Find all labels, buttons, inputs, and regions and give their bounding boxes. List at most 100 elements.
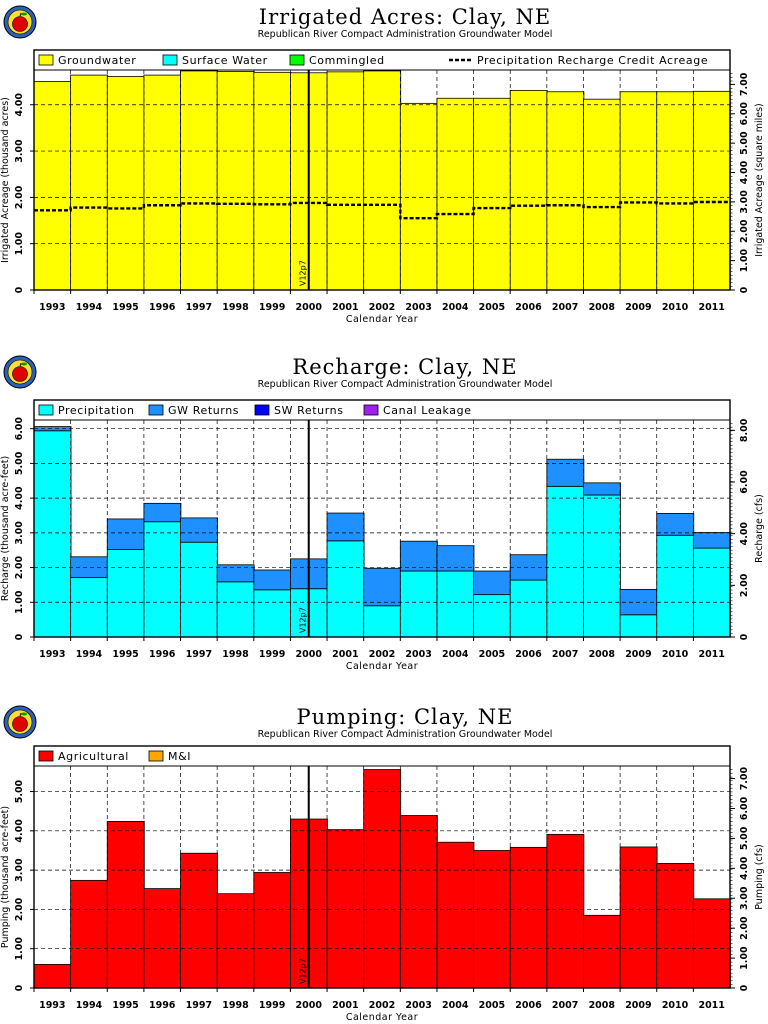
y-tick-label: 5.00 — [14, 779, 25, 803]
x-tick-label: 1993 — [39, 1000, 65, 1011]
x-tick-label: 2005 — [479, 1000, 505, 1011]
x-tick-label: 2010 — [662, 302, 689, 313]
bar-groundwater-2002 — [363, 70, 402, 291]
x-tick-label: 2008 — [589, 649, 616, 660]
bar-precipitation-2008 — [583, 494, 621, 638]
bar-precipitation-1997 — [180, 541, 218, 638]
bar-agricultural-2009 — [619, 846, 658, 989]
legend-label: GW Returns — [168, 404, 239, 417]
bar-agricultural-2003 — [399, 815, 438, 989]
x-tick-label: 1993 — [39, 302, 65, 313]
x-tick-label: 2007 — [552, 1000, 578, 1011]
bar-agricultural-2001 — [326, 829, 365, 989]
legend-label: Canal Leakage — [383, 404, 472, 417]
x-tick-label: 1997 — [186, 302, 212, 313]
legend — [34, 50, 730, 70]
bar-precipitation-2004 — [436, 570, 475, 638]
y-tick-label: 0 — [14, 633, 25, 640]
bar-precipitation-1995 — [106, 549, 145, 638]
x-tick-label: 1998 — [222, 649, 249, 660]
bar-groundwater-2003 — [399, 102, 438, 291]
legend-swatch — [363, 404, 379, 416]
y-right-tick-label: 5.00 — [739, 826, 750, 850]
x-tick-label: 2001 — [332, 302, 358, 313]
plot-frame — [33, 49, 731, 291]
y-right-tick-label: 4.00 — [739, 522, 750, 546]
bar-agricultural-2006 — [509, 846, 548, 989]
x-tick-label: 1999 — [259, 649, 285, 660]
bar-gw-returns-1998 — [216, 564, 255, 583]
model-version-marker-label: V12p7 — [299, 607, 308, 633]
y-right-tick-label: 7.00 — [739, 72, 750, 96]
x-tick-label: 2004 — [442, 649, 469, 660]
bar-groundwater-2006 — [509, 89, 548, 291]
y-right-tick-label: 2.00 — [739, 573, 750, 597]
bar-groundwater-1994 — [70, 74, 109, 291]
bar-agricultural-1994 — [70, 879, 109, 989]
model-version-marker-label: V12p7 — [299, 958, 308, 984]
y-right-tick-label: 6.00 — [739, 470, 750, 494]
legend-label: SW Returns — [274, 404, 344, 417]
legend-label: Commingled — [309, 54, 385, 67]
bar-agricultural-1993 — [33, 964, 72, 989]
bar-gw-returns-1997 — [180, 517, 218, 543]
legend-swatch — [38, 750, 54, 762]
bar-agricultural-1998 — [216, 893, 255, 989]
y-tick-label: 4.00 — [14, 486, 25, 510]
y-tick-label: 2.00 — [14, 897, 25, 921]
bar-groundwater-2008 — [583, 98, 621, 291]
x-tick-label: 1998 — [222, 302, 249, 313]
x-tick-label: 1999 — [259, 1000, 285, 1011]
y-right-tick-label: 7.00 — [739, 766, 750, 790]
x-tick-label: 1994 — [76, 302, 103, 313]
x-tick-label: 1996 — [149, 1000, 176, 1011]
bar-gw-returns-2003 — [399, 540, 438, 572]
y-right-axis-label: Recharge (cfs) — [754, 494, 765, 563]
x-axis-label: Calendar Year — [346, 661, 418, 672]
y-right-tick-label: 0 — [739, 286, 750, 293]
y-right-tick-label: 8.00 — [739, 418, 750, 442]
bar-groundwater-1998 — [216, 70, 255, 291]
x-tick-label: 2011 — [698, 649, 724, 660]
legend-swatch — [38, 54, 54, 66]
bar-agricultural-2008 — [583, 914, 621, 989]
bar-precipitation-2002 — [363, 605, 402, 638]
chart-subtitle: Republican River Compact Administration … — [258, 379, 553, 390]
y-tick-label: 6.00 — [14, 417, 25, 441]
x-axis-label: Calendar Year — [346, 314, 418, 325]
x-tick-label: 2006 — [515, 649, 542, 660]
y-tick-label: 3.00 — [14, 139, 25, 163]
x-tick-label: 2003 — [405, 1000, 431, 1011]
bar-groundwater-2011 — [692, 90, 731, 291]
bar-agricultural-2005 — [473, 850, 512, 989]
legend-label: Precipitation Recharge Credit Acreage — [477, 54, 708, 67]
bar-precipitation-2003 — [399, 570, 438, 638]
bar-agricultural-1997 — [180, 852, 218, 989]
bar-agricultural-2004 — [436, 841, 475, 989]
y-tick-label: 1.00 — [14, 232, 25, 256]
y-right-tick-label: 1.00 — [739, 946, 750, 970]
x-tick-label: 2002 — [369, 1000, 395, 1011]
x-tick-label: 2000 — [296, 302, 323, 313]
bar-precipitation-2011 — [692, 547, 731, 638]
bar-gw-returns-2004 — [436, 545, 475, 572]
bar-gw-returns-1995 — [106, 518, 145, 550]
bar-agricultural-2011 — [692, 898, 731, 989]
legend — [34, 746, 730, 766]
x-tick-label: 2002 — [369, 302, 395, 313]
x-tick-label: 2002 — [369, 649, 395, 660]
x-tick-label: 1995 — [112, 302, 138, 313]
x-tick-label: 1994 — [76, 649, 103, 660]
x-tick-label: 1997 — [186, 649, 212, 660]
x-axis-label: Calendar Year — [346, 1012, 418, 1023]
legend-swatch — [254, 404, 270, 416]
y-tick-label: 3.00 — [14, 521, 25, 545]
bar-precipitation-1994 — [70, 577, 109, 638]
x-tick-label: 2009 — [625, 649, 651, 660]
x-tick-label: 2007 — [552, 302, 578, 313]
bar-agricultural-1999 — [253, 872, 292, 989]
x-tick-label: 2008 — [589, 1000, 616, 1011]
y-right-tick-label: 0 — [739, 633, 750, 640]
y-tick-label: 5.00 — [14, 451, 25, 475]
